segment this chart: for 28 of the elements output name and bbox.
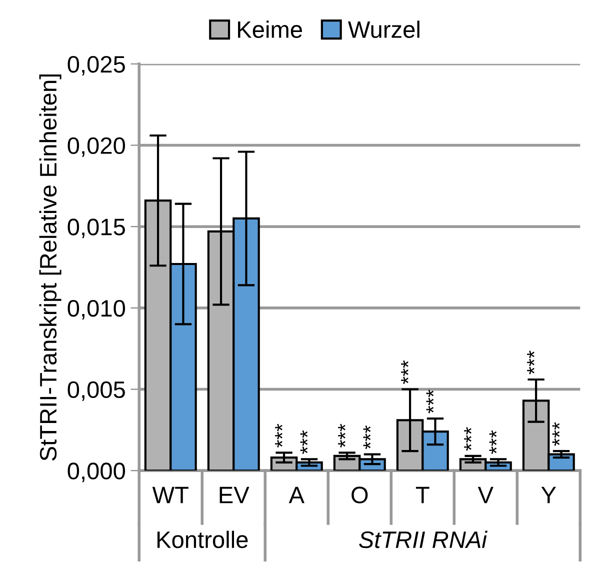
y-tick-label: 0,010 bbox=[68, 300, 126, 320]
data-label: *** bbox=[426, 390, 434, 414]
y-tick-label: 0,015 bbox=[68, 218, 125, 238]
text: StTRII RNAi bbox=[359, 530, 488, 548]
data-label: *** bbox=[363, 425, 371, 450]
data-label: *** bbox=[527, 350, 534, 374]
x-tick-label: EV bbox=[220, 486, 250, 504]
data-label: *** bbox=[489, 430, 497, 454]
data-label: *** bbox=[338, 424, 346, 448]
x-tick-label: V bbox=[478, 486, 494, 504]
x-tick-label: WT bbox=[152, 486, 188, 504]
data-label: *** bbox=[300, 430, 308, 454]
legend-label: Wurzel bbox=[348, 20, 420, 38]
y-axis-title: StTRII-Transkript [Relative Einheiten] bbox=[39, 74, 62, 461]
x-tick-label: Y bbox=[541, 486, 556, 504]
legend-label: Keime bbox=[238, 20, 302, 38]
text: Kontrolle bbox=[157, 530, 248, 548]
y-tick-label: 0,020 bbox=[68, 137, 126, 157]
data-label: *** bbox=[552, 422, 560, 446]
data-label: *** bbox=[464, 427, 472, 451]
x-tick-label: O bbox=[352, 486, 368, 504]
y-tick-label: 0,000 bbox=[68, 462, 126, 482]
y-tick-label: 0,005 bbox=[68, 381, 125, 401]
x-tick-label: T bbox=[416, 486, 430, 504]
data-label: *** bbox=[275, 424, 282, 448]
data-label: *** bbox=[401, 360, 408, 384]
x-tick-label: A bbox=[288, 486, 304, 504]
y-tick-label: 0,025 bbox=[68, 56, 125, 76]
